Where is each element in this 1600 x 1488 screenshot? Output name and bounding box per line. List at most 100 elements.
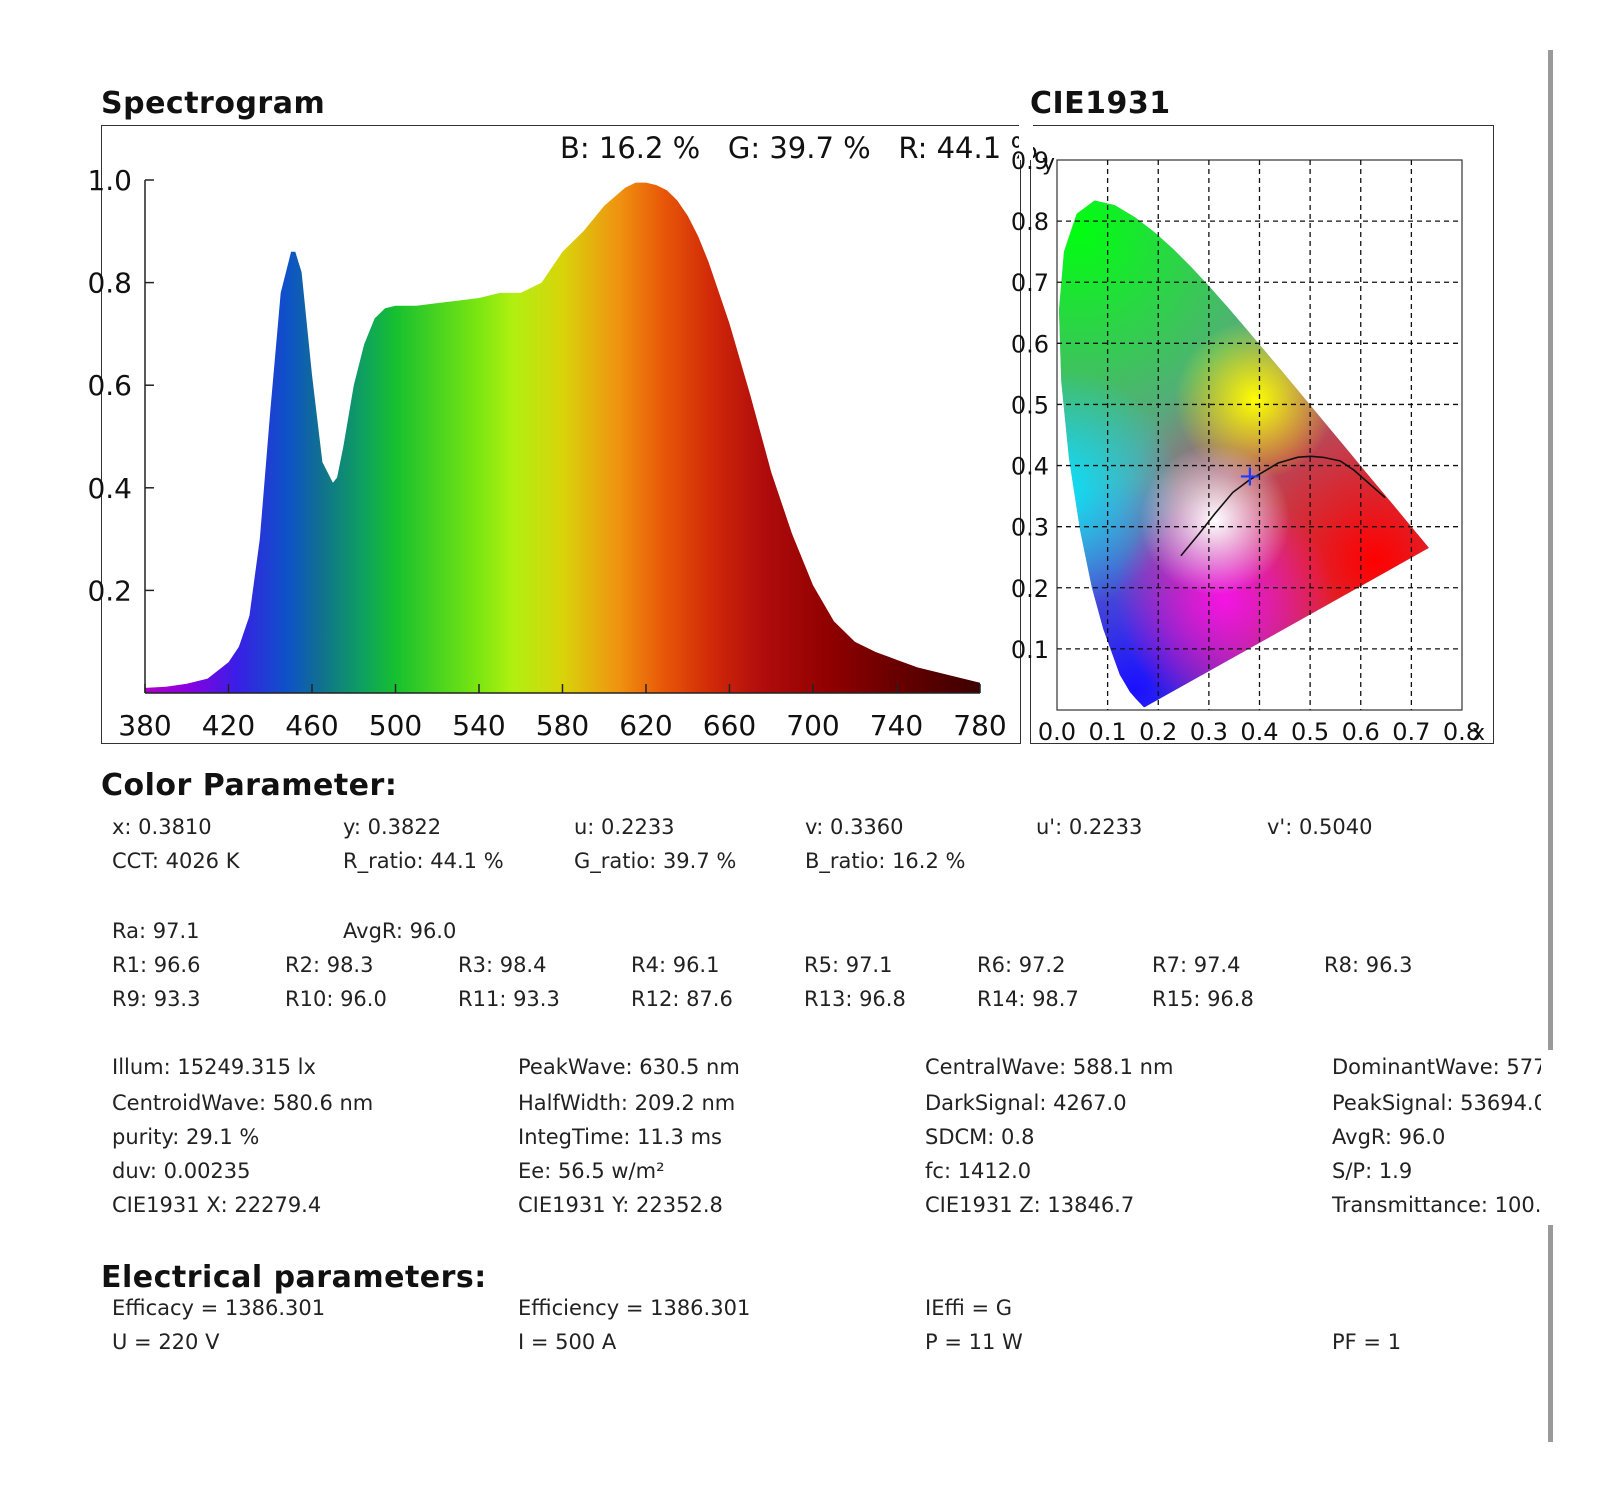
cri-value: R13: 96.8 [804,987,906,1011]
spectrum-area [145,182,980,693]
y-tick-label: 0.2 [87,574,132,607]
cri-value: R11: 93.3 [458,987,560,1011]
cri-value: R7: 97.4 [1152,953,1241,977]
measurement-value: SDCM: 0.8 [925,1125,1035,1149]
cie-y-tick-label: 0.3 [1011,514,1049,542]
cri-value: R5: 97.1 [804,953,893,977]
measurement-value: DarkSignal: 4267.0 [925,1091,1127,1115]
measurement-value: AvgR: 96.0 [1332,1125,1446,1149]
cie-y-tick-label: 0.1 [1011,636,1049,664]
cie-x-tick-label: 0.6 [1342,718,1380,746]
cie-x-tick-label: 0.7 [1392,718,1430,746]
color-param-value: R_ratio: 44.1 % [343,849,504,873]
measurement-value: purity: 29.1 % [112,1125,260,1149]
color-param-value: v: 0.3360 [805,815,904,839]
spectrogram-title: Spectrogram [101,86,326,121]
cie-title: CIE1931 [1030,86,1171,121]
x-tick-label: 700 [786,709,839,742]
cie-x-tick-label: 0.3 [1190,718,1228,746]
cri-value: R3: 98.4 [458,953,547,977]
electrical-value: IEffi = G [925,1296,1012,1320]
electrical-value: Efficiency = 1386.301 [518,1296,751,1320]
cri-value: R4: 96.1 [631,953,720,977]
measurement-value: CentroidWave: 580.6 nm [112,1091,374,1115]
measurement-value: S/P: 1.9 [1332,1159,1413,1183]
cri-value: R1: 96.6 [112,953,201,977]
electrical-value: P = 11 W [925,1330,1023,1354]
cie-y-tick-label: 0.8 [1011,208,1049,236]
measurement-value: CIE1931 Y: 22352.8 [518,1193,723,1217]
cie-x-axis-label: x [1472,721,1485,746]
measurement-value: Illum: 15249.315 lx [112,1055,316,1079]
clip-mask [1541,1050,1600,1225]
x-tick-label: 380 [118,709,171,742]
measurement-value: Transmittance: 100. [1332,1193,1542,1217]
cri-value: R9: 93.3 [112,987,201,1011]
cie-x-tick-label: 0.2 [1139,718,1177,746]
measurement-value: duv: 0.00235 [112,1159,251,1183]
cri-value: R2: 98.3 [285,953,374,977]
measurement-value: DominantWave: 577 [1332,1055,1547,1079]
cri-value: R14: 98.7 [977,987,1079,1011]
cri-value: R8: 96.3 [1324,953,1413,977]
x-tick-label: 540 [452,709,505,742]
measurement-value: CIE1931 Z: 13846.7 [925,1193,1135,1217]
color-param-value: B_ratio: 16.2 % [805,849,966,873]
cie-x-tick-label: 0.8 [1443,718,1481,746]
color-param-value: u': 0.2233 [1036,815,1143,839]
cie-x-tick-label: 0.5 [1291,718,1329,746]
electrical-value: PF = 1 [1332,1330,1402,1354]
x-tick-label: 460 [285,709,338,742]
color-parameter-title: Color Parameter: [101,768,398,803]
cie-y-tick-label: 0.6 [1011,330,1049,358]
cri-value: R15: 96.8 [1152,987,1254,1011]
spectrogram-chart: 0.2 0.4 0.6 0.8 1.0 380 420 460 500 540 580 620 660… [87,131,1038,742]
cie-y-tick-label: 0.4 [1011,453,1049,481]
color-param-value: x: 0.3810 [112,815,212,839]
y-tick-label: 0.4 [87,472,132,505]
x-tick-label: 740 [870,709,923,742]
y-tick-label: 1.0 [87,164,132,197]
cie-x-tick-label: 0.1 [1089,718,1127,746]
cie-x-tick-label: 0.0 [1038,718,1076,746]
color-param-value: v': 0.5040 [1267,815,1373,839]
chromaticity-gamut [1059,200,1429,708]
x-tick-label: 780 [953,709,1006,742]
cri-value: R6: 97.2 [977,953,1066,977]
color-param-value: CCT: 4026 K [112,849,240,873]
measurement-value: fc: 1412.0 [925,1159,1032,1183]
x-tick-label: 660 [703,709,756,742]
measurement-value: PeakSignal: 53694.0 [1332,1091,1547,1115]
color-param-value: G_ratio: 39.7 % [574,849,737,873]
x-tick-label: 620 [619,709,672,742]
cie-y-tick-label: 0.5 [1011,391,1049,419]
color-param-value: Ra: 97.1 [112,919,200,943]
color-param-value: u: 0.2233 [574,815,675,839]
measurement-value: IntegTime: 11.3 ms [518,1125,722,1149]
measurement-value: CIE1931 X: 22279.4 [112,1193,322,1217]
cie-y-axis-label: y [1042,151,1055,176]
cie1931-chart: 0.1 0.2 0.3 0.4 0.5 0.6 0.7 0.8 0.9 0.0 0.1 0.2 0.3… [1011,147,1485,746]
cri-value: R10: 96.0 [285,987,387,1011]
electrical-value: U = 220 V [112,1330,220,1354]
x-tick-label: 420 [202,709,255,742]
electrical-value: I = 500 A [518,1330,617,1354]
y-tick-label: 0.6 [87,369,132,402]
electrical-parameters-title: Electrical parameters: [101,1260,487,1295]
color-param-value: y: 0.3822 [343,815,442,839]
cie-y-tick-label: 0.9 [1011,147,1049,175]
cri-value: R12: 87.6 [631,987,733,1011]
measurement-value: CentralWave: 588.1 nm [925,1055,1174,1079]
measurement-value: Ee: 56.5 w/m² [518,1159,665,1183]
measurement-value: HalfWidth: 209.2 nm [518,1091,736,1115]
planckian-locus-curve [1180,455,1386,557]
chromaticity-point-marker [1240,467,1259,486]
x-tick-label: 500 [369,709,422,742]
x-tick-label: 580 [536,709,589,742]
y-tick-label: 0.8 [87,267,132,300]
window-right-edge-divider [1548,50,1553,1442]
cie-y-tick-label: 0.7 [1011,269,1049,297]
cie-y-tick-label: 0.2 [1011,575,1049,603]
measurement-value: PeakWave: 630.5 nm [518,1055,740,1079]
cie-x-tick-label: 0.4 [1240,718,1278,746]
